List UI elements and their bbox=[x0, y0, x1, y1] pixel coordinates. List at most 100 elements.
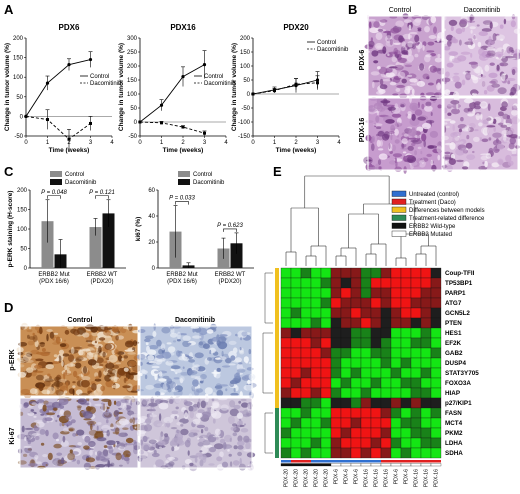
tissue-cell bbox=[176, 429, 180, 434]
tissue-cell bbox=[24, 351, 33, 355]
tissue-cell bbox=[401, 132, 409, 137]
tissue-cell bbox=[497, 87, 507, 95]
heatmap-cell bbox=[410, 287, 422, 299]
tissue-cell bbox=[478, 122, 483, 127]
tissue-cell bbox=[405, 85, 413, 91]
tissue-cell bbox=[215, 357, 221, 360]
tissue-cell bbox=[371, 143, 375, 152]
category-label: ERBB2 WT bbox=[215, 272, 246, 278]
tissue-cell bbox=[118, 445, 125, 451]
tissue-cell bbox=[153, 420, 163, 428]
tissue-cell bbox=[58, 398, 69, 406]
tissue-cell bbox=[424, 54, 431, 63]
treatment-strip bbox=[361, 460, 371, 463]
heatmap-cell bbox=[290, 377, 302, 389]
heatmap-cell bbox=[390, 317, 402, 329]
data-point bbox=[138, 120, 142, 124]
tissue-cell bbox=[23, 445, 32, 449]
sample-label: PDX-20 bbox=[324, 469, 330, 487]
heatmap-cell bbox=[320, 427, 332, 439]
tissue-cell bbox=[87, 359, 97, 366]
heatmap-cell bbox=[420, 287, 432, 299]
tissue-cell bbox=[73, 346, 83, 350]
tissue-cell bbox=[405, 113, 408, 117]
tissue-cell bbox=[104, 343, 112, 350]
tissue-cell bbox=[451, 108, 460, 115]
heatmap-cell bbox=[380, 437, 392, 449]
tissue-cell bbox=[68, 428, 74, 432]
tissue-cell bbox=[219, 334, 228, 337]
tissue-cell bbox=[166, 342, 172, 345]
tissue-cell bbox=[27, 433, 33, 440]
tissue-cell bbox=[31, 402, 37, 406]
tissue-cell bbox=[514, 48, 520, 55]
tissue-cell bbox=[511, 68, 516, 76]
tissue-cell bbox=[152, 331, 157, 337]
tissue-cell bbox=[244, 438, 253, 443]
tissue-cell bbox=[424, 105, 433, 112]
heatmap-cell bbox=[290, 307, 302, 319]
tissue-cell bbox=[91, 383, 97, 391]
tissue-cell bbox=[62, 435, 66, 443]
tissue-cell bbox=[394, 53, 400, 59]
tissue-cell bbox=[239, 391, 243, 399]
tissue-cell bbox=[161, 326, 171, 334]
tissue-cell bbox=[59, 351, 64, 357]
tissue-cell bbox=[18, 342, 28, 347]
gene-label: HIAP bbox=[445, 390, 460, 397]
tissue-cell bbox=[406, 154, 414, 158]
category-sublabel: (PDX20) bbox=[218, 279, 241, 285]
bar-dacomitinib bbox=[230, 243, 243, 268]
tissue-cell bbox=[73, 445, 81, 448]
heatmap-cell bbox=[320, 287, 332, 299]
x-tick-label: 3 bbox=[203, 140, 207, 146]
tissue-cell bbox=[120, 454, 125, 460]
tissue-cell bbox=[404, 64, 412, 68]
legend-label: ERBB2 Mutated bbox=[409, 232, 452, 238]
heatmap-cell bbox=[350, 287, 362, 299]
heatmap-cell bbox=[410, 327, 422, 339]
legend-label: Treatment-related difference bbox=[409, 216, 485, 222]
heatmap-cell bbox=[400, 337, 412, 349]
tissue-cell bbox=[162, 375, 170, 380]
tissue-cell bbox=[176, 421, 184, 426]
tissue-cell bbox=[488, 137, 492, 141]
tissue-cell bbox=[229, 408, 239, 417]
tissue-cell bbox=[60, 440, 69, 447]
tissue-cell bbox=[487, 50, 496, 57]
tissue-cell bbox=[233, 445, 238, 450]
tissue-cell bbox=[232, 377, 241, 384]
heatmap-cell bbox=[390, 267, 402, 279]
tissue-cell bbox=[437, 154, 441, 161]
tissue-cell bbox=[166, 381, 176, 389]
tissue-cell bbox=[233, 387, 236, 392]
tissue-cell bbox=[115, 415, 119, 421]
heatmap-cell bbox=[410, 317, 422, 329]
tissue-cell bbox=[174, 415, 178, 420]
heatmap-cell bbox=[320, 307, 332, 319]
tissue-cell bbox=[375, 32, 383, 40]
tissue-cell bbox=[43, 400, 49, 405]
tissue-cell bbox=[457, 144, 467, 151]
heatmap-cell bbox=[380, 277, 392, 289]
heatmap-cell bbox=[430, 387, 442, 399]
tissue-cell bbox=[378, 66, 388, 75]
heatmap-cell bbox=[430, 327, 442, 339]
tissue-cell bbox=[236, 420, 241, 428]
erbb2-strip bbox=[280, 463, 292, 467]
tissue-cell bbox=[420, 150, 423, 155]
heatmap-cell bbox=[390, 397, 402, 409]
heatmap-cell bbox=[400, 367, 412, 379]
tissue-cell bbox=[124, 340, 134, 348]
tissue-cell bbox=[450, 25, 454, 32]
tissue-cell bbox=[414, 109, 423, 116]
heatmap-cell bbox=[420, 347, 432, 359]
tissue-cell bbox=[459, 18, 468, 25]
heatmap-cell bbox=[300, 417, 312, 429]
heatmap-cell bbox=[390, 377, 402, 389]
heatmap-cell bbox=[380, 397, 392, 409]
tissue-cell bbox=[53, 332, 59, 335]
tissue-cell bbox=[94, 354, 98, 362]
tissue-cell bbox=[471, 76, 479, 81]
